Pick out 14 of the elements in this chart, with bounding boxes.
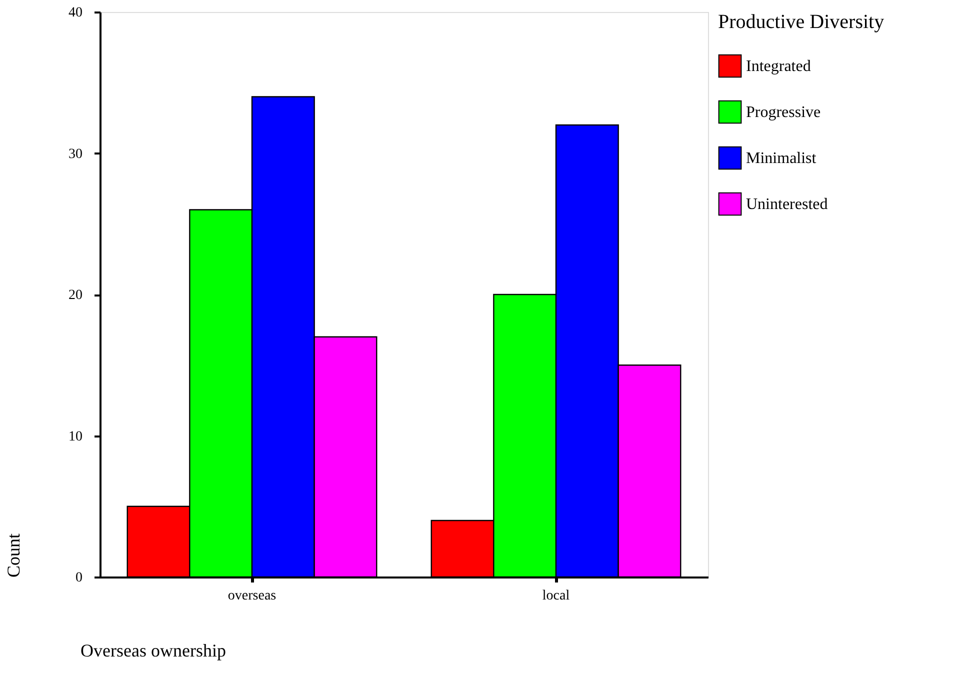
y-axis-title: Count (4, 533, 24, 578)
y-tick-label: 30 (68, 146, 82, 162)
y-tick-label: 0 (76, 570, 82, 586)
legend-label: Minimalist (746, 150, 817, 167)
legend-title: Productive Diversity (718, 11, 884, 33)
legend-label: Uninterested (746, 196, 828, 213)
legend-label: Integrated (746, 58, 811, 75)
x-axis-title: Overseas ownership (80, 640, 226, 660)
y-tick-label: 20 (68, 288, 82, 303)
x-tick-label: overseas (228, 588, 276, 604)
legend-label: Progressive (746, 104, 821, 121)
y-tick-label: 10 (68, 429, 82, 444)
x-tick-label: local (542, 588, 570, 604)
y-tick-label: 40 (68, 6, 82, 20)
